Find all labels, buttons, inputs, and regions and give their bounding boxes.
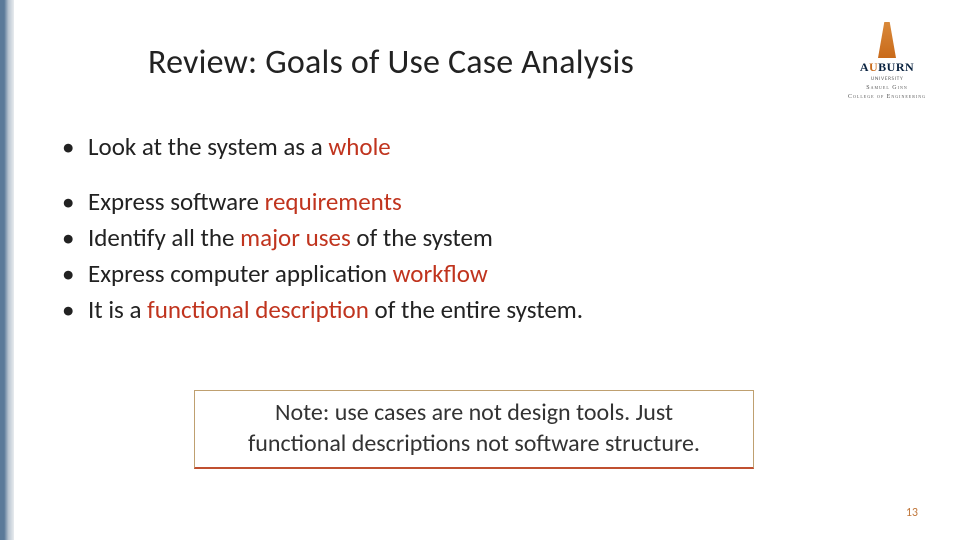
note-line-2: functional descriptions not software str…	[207, 428, 741, 459]
b2-text: Express software	[88, 186, 265, 217]
title-prefix: Review:	[148, 42, 257, 83]
logo-post: BURN	[878, 60, 914, 74]
slide: Review: Goals of Use Case Analysis AUBUR…	[0, 0, 960, 540]
bullet-1: Look at the system as a whole	[60, 129, 583, 164]
bullet-2: Express software requirements	[60, 184, 583, 219]
b1-emph: whole	[328, 131, 390, 162]
note-line-1: Note: use cases are not design tools. Ju…	[207, 397, 741, 428]
b5-text: It is a	[88, 294, 147, 325]
university-logo: AUBURN UNIVERSITY Samuel Ginn College of…	[832, 22, 942, 100]
tower-icon	[878, 22, 896, 58]
bullet-3: Identify all the major uses of the syste…	[60, 220, 583, 255]
b3-text: Identify all the	[88, 222, 240, 253]
b5-post: of the entire system.	[375, 294, 584, 325]
logo-subtext-1: UNIVERSITY	[832, 76, 942, 82]
b3-post: of the system	[356, 222, 493, 253]
bullet-gap	[60, 165, 583, 183]
left-accent-stripe	[0, 0, 14, 540]
b4-text: Express computer application	[88, 258, 393, 289]
logo-wordmark: AUBURN	[832, 60, 942, 75]
note-box: Note: use cases are not design tools. Ju…	[194, 390, 754, 469]
b3-emph: major uses	[240, 222, 356, 253]
logo-u: U	[869, 60, 878, 74]
bullet-list: Look at the system as a whole Express so…	[60, 128, 583, 328]
slide-title: Review: Goals of Use Case Analysis	[148, 42, 634, 83]
page-number: 13	[906, 506, 918, 520]
b2-emph: requirements	[265, 186, 402, 217]
b5-emph: functional description	[147, 294, 374, 325]
logo-subtext-3: College of Engineering	[832, 94, 942, 100]
b4-emph: workflow	[393, 258, 488, 289]
logo-subtext-2: Samuel Ginn	[832, 85, 942, 91]
title-rest: Goals of Use Case Analysis	[257, 42, 634, 83]
bullet-4: Express computer application workflow	[60, 256, 583, 291]
b1-text: Look at the system as a	[88, 131, 328, 162]
logo-pre: A	[860, 60, 869, 74]
bullet-5: It is a functional description of the en…	[60, 292, 583, 327]
